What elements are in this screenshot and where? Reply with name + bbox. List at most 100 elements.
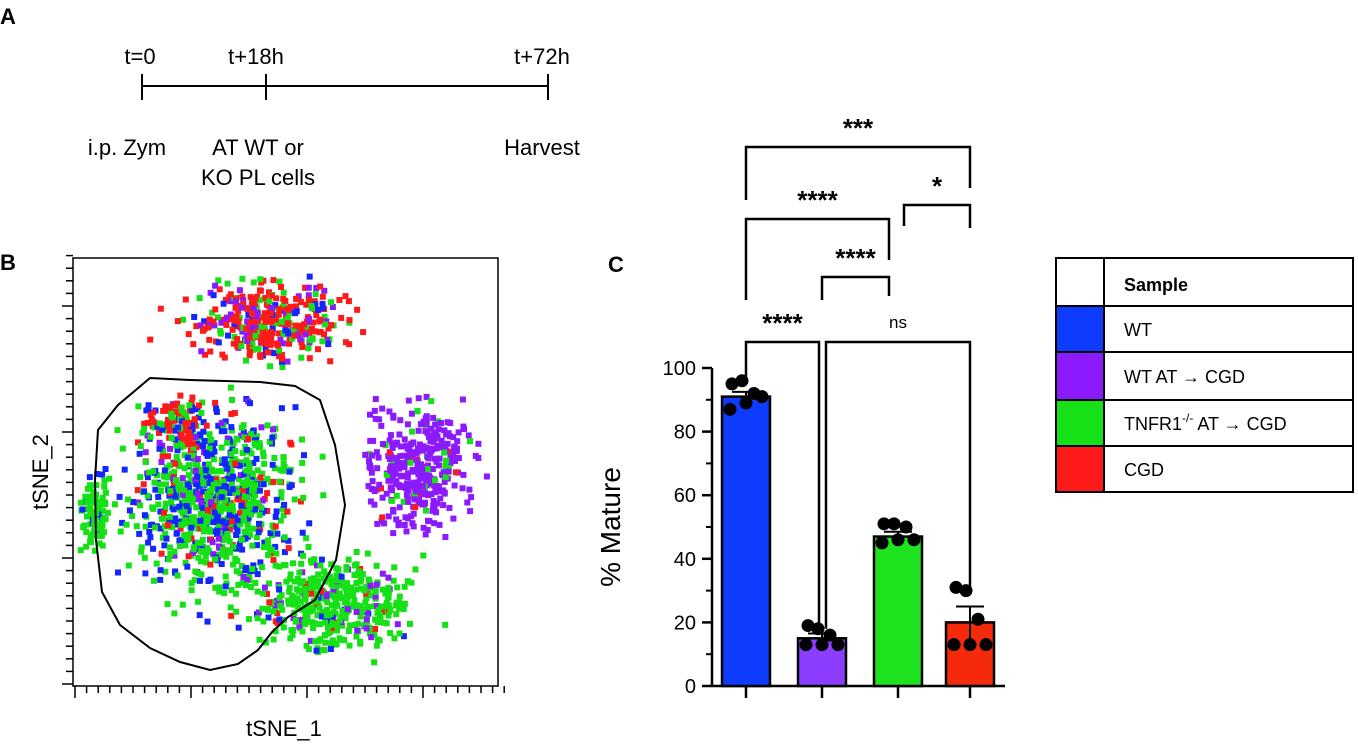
tsne-point <box>251 319 258 326</box>
tsne-point <box>177 392 184 399</box>
tsne-point <box>169 524 176 531</box>
tsne-point <box>330 620 337 627</box>
tsne-point <box>367 411 373 418</box>
tsne-point <box>224 439 231 446</box>
tsne-point <box>256 512 263 519</box>
tsne-point <box>202 467 209 474</box>
tsne-point <box>235 485 242 492</box>
tsne-point <box>223 315 230 322</box>
tsne-point <box>142 449 149 456</box>
tsne-point <box>302 607 309 614</box>
tsne-point <box>324 624 331 631</box>
tsne-point <box>264 591 270 597</box>
tsne-point <box>175 483 182 490</box>
tsne-point <box>308 559 315 566</box>
tsne-point <box>163 481 169 488</box>
tsne-point <box>224 547 231 554</box>
tsne-point <box>379 514 386 521</box>
tsne-point <box>254 615 261 622</box>
tsne-point <box>385 574 392 581</box>
tsne-point <box>357 638 364 645</box>
tsne-point <box>372 396 379 402</box>
tsne-point <box>273 508 280 515</box>
tsne-point <box>323 612 330 619</box>
tsne-point <box>144 474 151 481</box>
tsne-point <box>367 462 373 469</box>
tsne-point <box>83 543 90 550</box>
sig-bracket-2-4-label: ns <box>889 313 907 332</box>
tsne-point <box>242 535 249 542</box>
tsne-point <box>218 494 225 500</box>
tsne-point <box>393 478 400 484</box>
tsne-point <box>274 342 281 349</box>
tsne-point <box>233 524 240 531</box>
tsne-point <box>346 642 353 649</box>
tsne-point <box>382 603 389 610</box>
tsne-point <box>407 480 414 487</box>
tsne-point <box>275 311 282 318</box>
tsne-point <box>329 592 336 599</box>
tsne-point <box>188 524 195 531</box>
tsne-point <box>168 434 175 441</box>
tsne-point <box>404 474 411 481</box>
tsne-point <box>164 601 171 608</box>
tsne-point <box>357 610 364 617</box>
tsne-point <box>212 282 219 289</box>
tsne-point <box>339 582 346 589</box>
tsne-point <box>395 519 402 526</box>
tsne-point <box>239 275 246 282</box>
tsne-point <box>401 583 408 590</box>
tsne-point <box>238 304 245 311</box>
tsne-point <box>243 357 249 364</box>
tsne-point <box>283 306 290 313</box>
tsne-point <box>197 577 203 584</box>
tsne-point <box>420 552 427 559</box>
tsne-point <box>422 428 429 435</box>
tsne-point <box>365 576 372 583</box>
tsne-point <box>215 277 222 284</box>
tsne-point <box>252 492 258 499</box>
tsne-point <box>374 603 380 610</box>
tsne-point <box>336 617 343 624</box>
tsne-point <box>186 429 193 436</box>
tsne-point <box>425 492 431 499</box>
tsne-point <box>423 421 430 428</box>
tsne-point <box>221 490 228 497</box>
tsne-point <box>459 485 466 492</box>
tsne-xlabel: tSNE_1 <box>246 716 322 741</box>
tsne-point <box>77 547 84 554</box>
tsne-point <box>405 456 411 463</box>
tsne-point <box>160 515 167 522</box>
tsne-point <box>288 482 295 489</box>
tsne-point <box>216 504 223 511</box>
tsne-point <box>245 305 252 312</box>
tsne-point <box>258 339 265 346</box>
tsne-point <box>306 520 313 527</box>
tsne-point <box>211 440 218 447</box>
tsne-point <box>234 336 241 343</box>
sig-bracket-2-4 <box>824 340 972 629</box>
tsne-point <box>317 636 324 643</box>
tsne-point <box>239 450 246 457</box>
tsne-point <box>190 494 197 501</box>
tsne-point <box>320 492 327 499</box>
tsne-point <box>150 545 157 552</box>
tsne-point <box>238 432 245 439</box>
tsne-point <box>230 508 237 515</box>
tsne-point <box>260 314 267 321</box>
tsne-point <box>404 421 411 428</box>
tsne-point <box>215 422 222 429</box>
tsne-point <box>224 465 231 472</box>
tsne-point <box>315 581 322 588</box>
tsne-point <box>338 314 345 321</box>
tsne-point <box>319 338 326 345</box>
tsne-point <box>174 436 181 443</box>
tsne-point <box>247 400 253 407</box>
tsne-point <box>195 570 202 577</box>
tsne-point <box>142 523 149 530</box>
tsne-point <box>396 465 403 472</box>
data-point <box>979 638 993 652</box>
tsne-point <box>227 298 234 305</box>
tsne-point <box>162 500 169 507</box>
tsne-point <box>403 491 410 498</box>
